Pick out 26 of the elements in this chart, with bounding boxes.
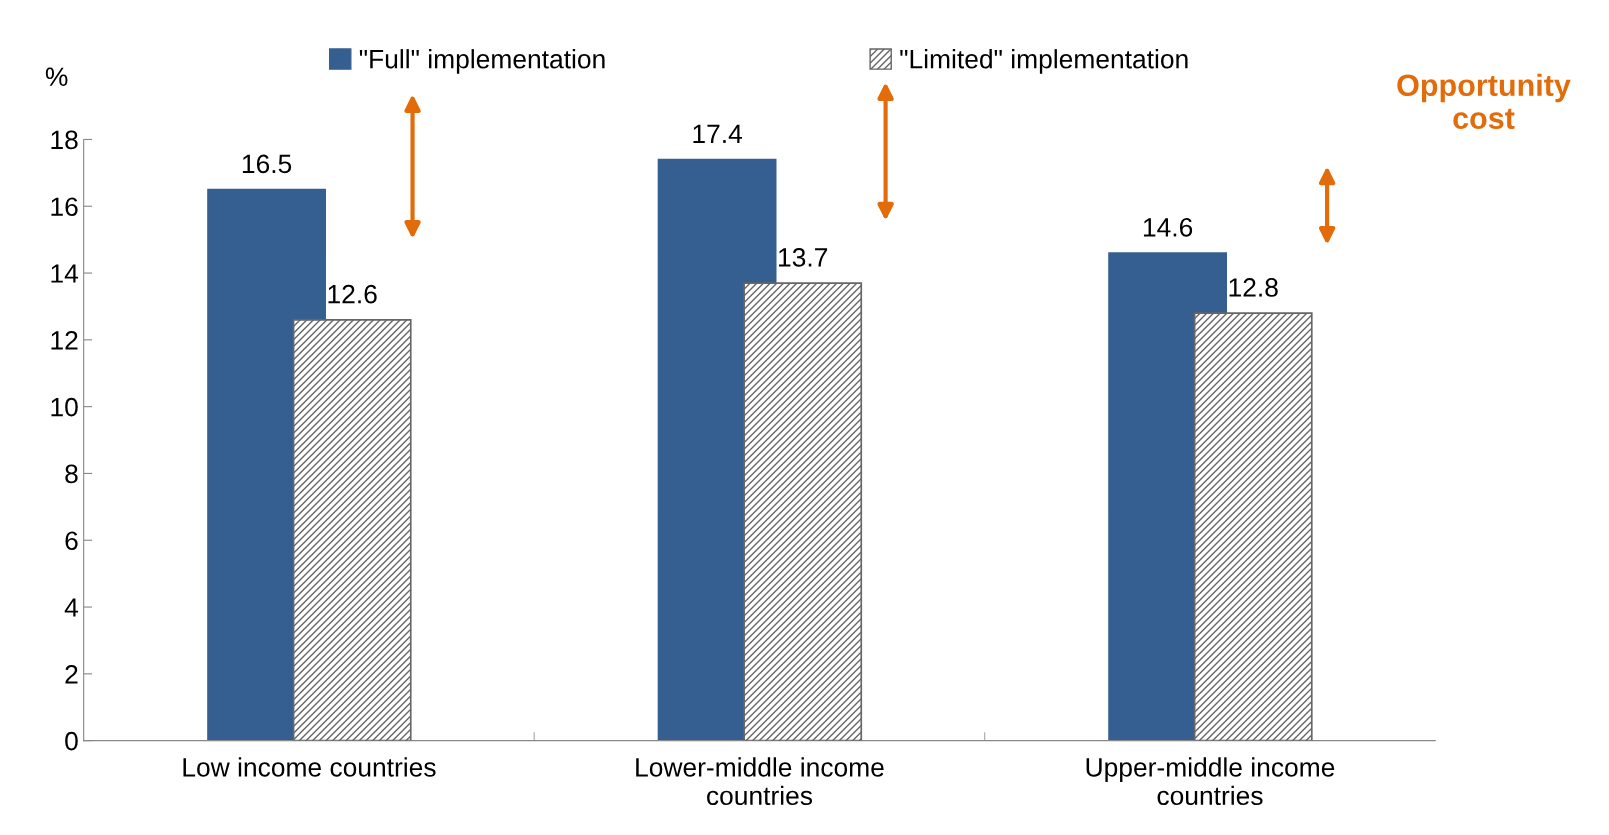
y-axis-title: %: [45, 67, 68, 87]
data-label: 13.7: [779, 248, 828, 267]
y-tick-label: 14: [51, 264, 79, 283]
y-tick-label: 18: [51, 130, 78, 150]
y-tick-label: 6: [65, 531, 78, 551]
data-label: 16.5: [242, 154, 292, 174]
y-tick-label: 16: [51, 197, 78, 217]
y-tick-label: 2: [65, 664, 78, 684]
data-label: 14.6: [1143, 217, 1193, 237]
y-tick-label: 8: [65, 464, 78, 484]
data-label: 17.4: [693, 124, 743, 143]
bar: [743, 282, 863, 741]
y-tick-label: 0: [65, 731, 78, 751]
y-tick-label: 10: [51, 397, 78, 417]
bar: [1193, 312, 1313, 741]
y-tick-label: 12: [51, 330, 78, 350]
x-tick-label: Low income countries: [183, 757, 436, 777]
text: Opportunity cost: [1397, 73, 1571, 130]
x-tick-label: Lower-middle income countries: [636, 757, 884, 806]
bar: [292, 318, 412, 741]
legend-label: "Limited" implementation: [900, 49, 1188, 74]
data-label: 12.8: [1229, 278, 1278, 297]
x-tick-label: Upper-middle income countries: [1086, 757, 1335, 806]
data-label: 12.6: [328, 284, 377, 304]
y-tick-label: 4: [64, 598, 79, 617]
legend-label: "Full" implementation: [359, 49, 605, 74]
